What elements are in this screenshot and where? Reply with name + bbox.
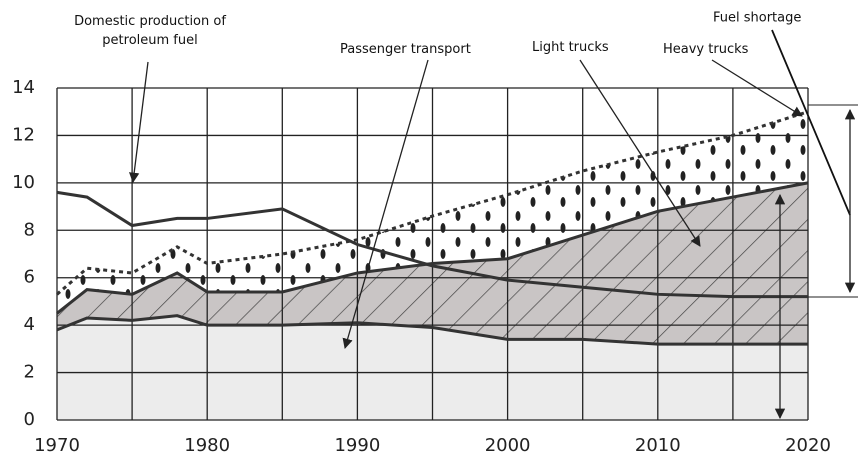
arrow [771, 29, 851, 216]
y-tick-label: 12 [12, 124, 35, 145]
y-tick-label: 0 [24, 409, 35, 430]
area [57, 111, 808, 314]
x-tick-label: 1990 [334, 435, 380, 456]
series-label: Passenger transport [340, 42, 471, 57]
x-tick-label: 1980 [184, 435, 230, 456]
arrow [711, 59, 803, 117]
x-tick-label: 2010 [635, 435, 681, 456]
area-edge [56, 181, 809, 315]
y-tick-label: 10 [12, 172, 35, 193]
area-edge [56, 314, 808, 346]
arrow [342, 59, 429, 349]
x-tick-label: 2000 [485, 435, 531, 456]
y-tick-label: 14 [12, 77, 35, 98]
y-tick-label: 8 [24, 219, 35, 240]
line [56, 190, 808, 299]
area-edge [56, 110, 809, 296]
y-tick-label: 4 [24, 314, 35, 335]
x-tick-label: 1970 [34, 435, 80, 456]
line-label: Domestic production of petroleum fuel [74, 14, 226, 48]
arrow [579, 59, 701, 247]
y-tick-label: 2 [24, 362, 35, 383]
series-label: Heavy trucks [663, 42, 749, 57]
annotation: Fuel shortage [713, 11, 801, 26]
x-tick-label: 2020 [785, 435, 831, 456]
y-tick-label: 6 [24, 267, 35, 288]
series-label: Light trucks [532, 40, 609, 55]
arrow [129, 61, 149, 184]
